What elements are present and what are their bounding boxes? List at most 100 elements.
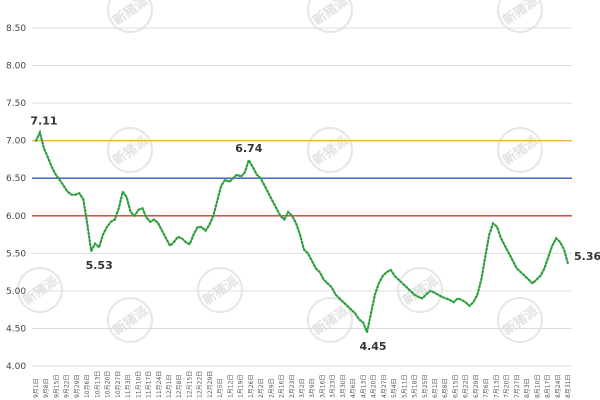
x-tick-label: 9月8日	[43, 378, 50, 398]
watermark: 新猪派	[107, 127, 153, 173]
x-tick-label: 6月15日	[452, 375, 459, 398]
data-labels: 7.11 5.53 6.74 4.45 5.36	[30, 114, 600, 353]
watermark: 新猪派	[497, 127, 543, 173]
x-axis-ticks: 9月1日 9月8日 9月15日 9月22日 9月29日 10月6日 10月13日 10月20日…	[33, 371, 572, 398]
watermark: 新猪派	[307, 127, 353, 173]
pig-logo-icon	[197, 267, 243, 313]
y-axis-ticks: 8.50 8.00 7.50 7.00 6.50 6.00 5.50 5.00 4.50 4.00	[6, 24, 26, 372]
x-tick-label: 4月27日	[381, 375, 388, 398]
pig-logo-icon	[307, 127, 353, 173]
x-tick-label: 6月22日	[463, 375, 470, 398]
x-tick-label: 10月6日	[84, 375, 91, 398]
x-tick-label: 3月30日	[340, 375, 347, 398]
x-tick-label: 5月11日	[401, 375, 408, 398]
y-tick-label: 6.00	[6, 212, 26, 222]
pig-logo-icon	[107, 127, 153, 173]
watermark: 新猪派	[497, 297, 543, 343]
data-label: 7.11	[30, 114, 57, 127]
pig-logo-icon	[397, 267, 443, 313]
x-tick-label: 9月15日	[53, 375, 60, 398]
x-tick-label: 12月29日	[207, 371, 214, 398]
x-tick-label: 1月19日	[238, 375, 245, 398]
pig-logo-icon	[497, 0, 543, 33]
x-tick-label: 5月18日	[412, 375, 419, 398]
x-tick-label: 3月23日	[330, 375, 337, 398]
x-tick-label: 6月29日	[473, 375, 480, 398]
data-label: 6.74	[235, 142, 262, 155]
watermark: 新猪派	[197, 267, 243, 313]
x-tick-label: 8月3日	[524, 378, 531, 398]
watermark-text: 新猪派	[310, 303, 352, 339]
pig-logo-icon	[497, 127, 543, 173]
x-tick-label: 2月16日	[279, 375, 286, 398]
x-tick-label: 2月9日	[268, 378, 275, 398]
x-tick-label: 9月29日	[74, 375, 81, 398]
y-tick-label: 8.00	[6, 62, 26, 72]
watermark-text: 新猪派	[500, 133, 542, 169]
watermark-text: 新猪派	[110, 303, 152, 339]
x-tick-label: 6月8日	[442, 378, 449, 398]
y-tick-label: 5.00	[6, 287, 26, 297]
x-tick-label: 5月4日	[391, 378, 398, 398]
price-series-line	[34, 129, 570, 336]
pig-logo-icon	[307, 0, 353, 33]
data-label: 5.53	[86, 259, 113, 272]
x-tick-label: 1月12日	[227, 375, 234, 398]
x-tick-label: 8月24日	[555, 375, 562, 398]
pig-logo-icon	[107, 297, 153, 343]
x-tick-label: 3月9日	[309, 378, 316, 398]
x-tick-label: 2月2日	[258, 378, 265, 398]
x-tick-label: 10月13日	[94, 371, 101, 398]
reference-lines	[32, 139, 572, 217]
grid-layer	[32, 27, 572, 367]
x-tick-label: 8月17日	[545, 375, 552, 398]
watermark: 新猪派	[497, 0, 543, 33]
x-tick-label: 4月13日	[360, 375, 367, 398]
watermark-text: 新猪派	[110, 133, 152, 169]
x-tick-label: 10月27日	[115, 371, 122, 398]
data-label: 4.45	[359, 340, 386, 353]
x-tick-label: 4月6日	[350, 378, 357, 398]
x-tick-label: 5月25日	[422, 375, 429, 398]
x-tick-label: 7月13日	[493, 375, 500, 398]
x-tick-label: 4月20日	[371, 375, 378, 398]
pig-logo-icon	[307, 297, 353, 343]
x-tick-label: 11月17日	[146, 371, 153, 398]
x-tick-label: 11月10日	[135, 371, 142, 398]
x-tick-label: 12月22日	[197, 371, 204, 398]
x-tick-label: 12月1日	[166, 375, 173, 398]
x-tick-label: 9月1日	[33, 378, 40, 398]
y-tick-label: 6.50	[6, 174, 26, 184]
x-tick-label: 8月10日	[534, 375, 541, 398]
data-label: 5.36	[574, 250, 600, 263]
x-tick-label: 1月26日	[248, 375, 255, 398]
x-tick-label: 3月2日	[299, 378, 306, 398]
watermark: 新猪派	[107, 0, 153, 33]
x-tick-label: 2月23日	[289, 375, 296, 398]
x-tick-label: 7月6日	[483, 378, 490, 398]
watermark: 新猪派	[107, 297, 153, 343]
pig-logo-icon	[107, 0, 153, 33]
x-tick-label: 7月27日	[514, 375, 521, 398]
x-tick-label: 9月22日	[64, 375, 71, 398]
x-tick-label: 3月16日	[319, 375, 326, 398]
x-tick-label: 10月20日	[105, 371, 112, 398]
y-tick-label: 4.00	[6, 362, 26, 372]
x-tick-label: 6月1日	[432, 378, 439, 398]
x-tick-label: 1月5日	[217, 378, 224, 398]
x-tick-label: 11月24日	[156, 371, 163, 398]
watermark-text: 新猪派	[500, 303, 542, 339]
pig-logo-icon	[497, 297, 543, 343]
watermark: 新猪派	[307, 0, 353, 33]
watermark-text: 新猪派	[310, 133, 352, 169]
x-tick-label: 11月3日	[125, 375, 132, 398]
x-tick-label: 8月31日	[565, 375, 572, 398]
series-layer	[34, 129, 570, 336]
y-tick-label: 5.50	[6, 249, 26, 259]
y-tick-label: 4.50	[6, 324, 26, 334]
y-tick-label: 7.50	[6, 99, 26, 109]
x-tick-label: 7月20日	[504, 375, 511, 398]
pig-logo-icon	[17, 267, 63, 313]
